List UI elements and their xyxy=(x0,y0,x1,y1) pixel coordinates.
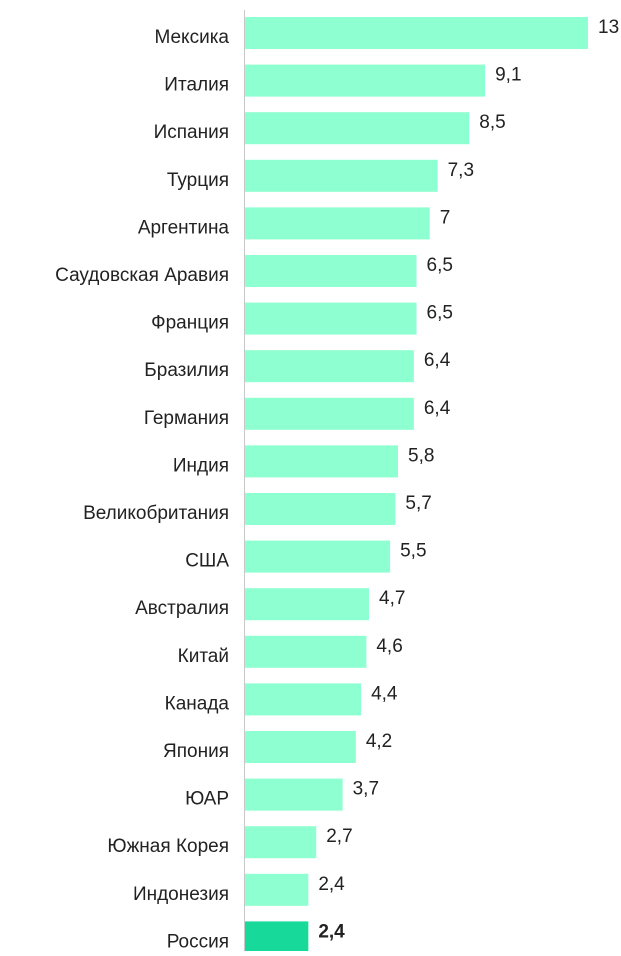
bar xyxy=(245,873,309,906)
bar xyxy=(245,635,367,668)
value-label: 7,3 xyxy=(448,160,474,181)
category-label: Германия xyxy=(144,408,229,429)
category-label: Россия xyxy=(167,931,229,951)
value-label: 6,5 xyxy=(427,255,453,276)
category-label: Франция xyxy=(151,313,229,334)
value-label: 13 xyxy=(598,17,619,38)
category-label: Япония xyxy=(163,741,229,762)
category-label: Австралия xyxy=(135,598,229,619)
bar xyxy=(245,588,370,621)
value-label: 7 xyxy=(440,207,451,228)
bar xyxy=(245,683,362,716)
bar xyxy=(245,350,414,383)
value-label: 4,2 xyxy=(366,731,392,752)
bar xyxy=(245,826,317,859)
bar xyxy=(245,731,356,763)
category-label: Италия xyxy=(164,75,229,96)
bar xyxy=(245,540,391,573)
category-label: Индонезия xyxy=(133,884,229,905)
bar xyxy=(245,17,588,49)
value-label: 5,8 xyxy=(408,445,434,466)
value-label: 2,4 xyxy=(318,874,345,895)
bar xyxy=(245,159,438,192)
value-label: 5,7 xyxy=(405,493,431,514)
bar xyxy=(245,921,309,954)
bar xyxy=(245,64,486,97)
category-label: ЮАР xyxy=(185,789,229,810)
bar xyxy=(245,207,430,240)
value-label: 6,4 xyxy=(424,350,451,371)
category-label: Великобритания xyxy=(83,503,229,524)
value-label: 5,5 xyxy=(400,541,426,562)
category-label: Китай xyxy=(178,646,229,667)
value-label: 3,7 xyxy=(353,779,379,800)
bar xyxy=(245,302,417,335)
value-label: 8,5 xyxy=(479,112,505,133)
category-label: Саудовская Аравия xyxy=(55,265,229,286)
category-label: Южная Корея xyxy=(107,836,229,857)
category-label: Бразилия xyxy=(144,360,229,381)
value-label: 4,4 xyxy=(371,683,398,704)
bar xyxy=(245,493,396,525)
value-label: 4,7 xyxy=(379,588,405,609)
bar xyxy=(245,445,399,478)
value-label: 6,4 xyxy=(424,398,451,419)
category-label: Канада xyxy=(165,693,230,714)
category-label: Мексика xyxy=(154,27,229,48)
value-label: 2,7 xyxy=(326,826,352,847)
category-label: Турция xyxy=(167,170,229,191)
category-label: Индия xyxy=(173,455,229,476)
category-label: Испания xyxy=(154,122,229,143)
bar xyxy=(245,397,414,430)
category-label: Аргентина xyxy=(138,217,230,238)
bar xyxy=(245,778,343,811)
value-label: 2,4 xyxy=(318,921,345,942)
value-label: 9,1 xyxy=(495,65,521,86)
bar xyxy=(245,112,470,145)
value-label: 6,5 xyxy=(427,303,453,324)
category-label: США xyxy=(185,551,229,572)
value-label: 4,6 xyxy=(376,636,402,657)
bar xyxy=(245,255,417,287)
